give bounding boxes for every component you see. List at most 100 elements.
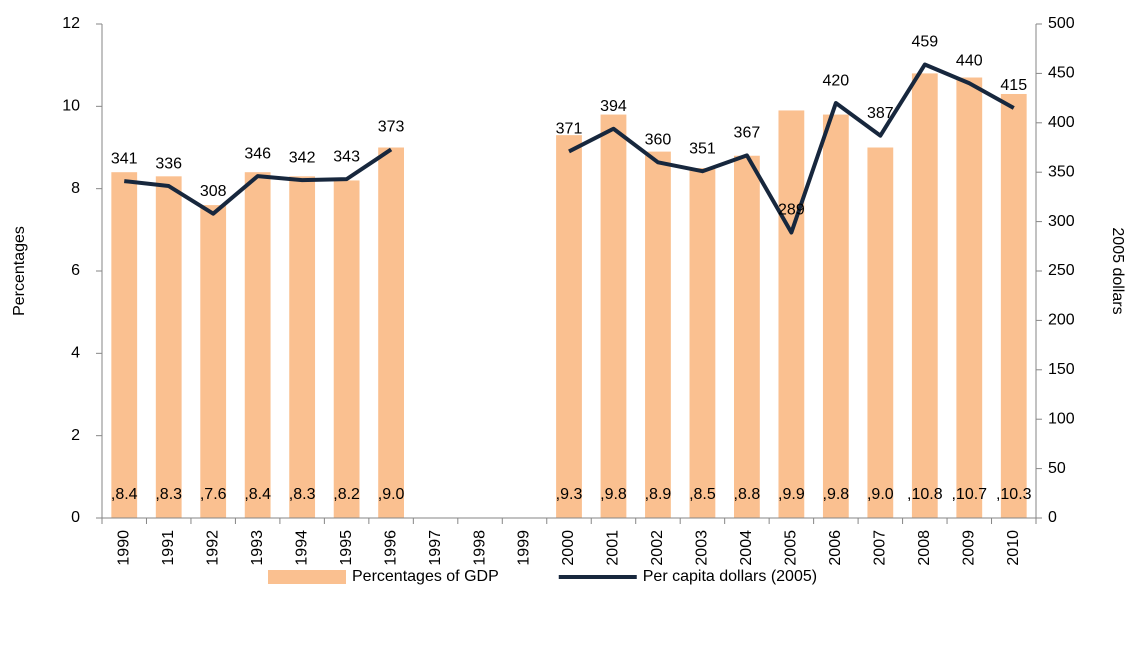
y2-tick-label: 500 [1048, 15, 1075, 32]
bar [645, 151, 671, 518]
x-tick-label: 2007 [872, 530, 889, 566]
y-tick-label: 4 [71, 345, 80, 362]
x-tick-label: 1994 [293, 530, 310, 566]
x-tick-label: 1990 [115, 530, 132, 566]
y2-tick-label: 450 [1048, 65, 1075, 82]
bar-value-label: ,9.0 [378, 486, 405, 503]
line-value-label: 371 [556, 121, 583, 138]
y-tick-label: 6 [71, 262, 80, 279]
bar [333, 180, 360, 518]
x-tick-label: 1993 [249, 530, 266, 566]
line-value-label: 341 [111, 150, 138, 167]
x-tick-label: 1995 [338, 530, 355, 566]
bar [244, 172, 271, 518]
bar-value-label: ,8.9 [645, 486, 672, 503]
x-tick-label: 1992 [204, 530, 221, 566]
line-value-label: 351 [689, 140, 716, 157]
x-tick-label: 2008 [916, 530, 933, 566]
y2-axis-title: 2005 dollars [1109, 227, 1126, 314]
line-value-label: 289 [778, 202, 805, 219]
y2-tick-label: 300 [1048, 213, 1075, 230]
line-value-label: 343 [333, 148, 360, 165]
bar-value-label: ,8.2 [333, 486, 360, 503]
line-value-label: 367 [734, 125, 761, 142]
bar [1000, 93, 1027, 518]
y-tick-label: 12 [62, 15, 80, 32]
bar [867, 147, 894, 518]
line-value-label: 440 [956, 52, 983, 69]
bar [556, 135, 582, 518]
bar [689, 168, 716, 519]
line [124, 62, 1015, 235]
x-tick-label: 1999 [516, 530, 533, 566]
bar [155, 176, 182, 519]
line-value-label: 420 [823, 72, 850, 89]
y-axis-title: Percentages [11, 226, 28, 316]
x-tick-label: 2004 [738, 530, 755, 566]
x-tick-label: 2003 [694, 530, 711, 566]
y2-tick-label: 50 [1048, 460, 1066, 477]
x-tick-label: 2009 [961, 530, 978, 566]
x-tick-label: 2001 [605, 530, 622, 566]
y2-tick-label: 250 [1048, 262, 1075, 279]
bar-value-label: ,7.6 [200, 486, 227, 503]
bar [778, 110, 805, 518]
bar [289, 176, 316, 519]
bar-value-label: ,8.5 [689, 486, 716, 503]
x-tick-label: 1998 [471, 530, 488, 566]
y2-tick-label: 400 [1048, 114, 1075, 131]
bar-value-label: ,8.3 [289, 486, 316, 503]
bar-value-label: ,10.3 [996, 486, 1032, 503]
bar-value-label: ,8.4 [244, 486, 271, 503]
x-tick-label: 2000 [560, 530, 577, 566]
y2-tick-label: 150 [1048, 361, 1075, 378]
y-tick-label: 0 [71, 509, 80, 526]
legend-label: Per capita dollars (2005) [643, 568, 817, 585]
bar-value-label: ,9.9 [778, 486, 805, 503]
bar-value-label: ,10.7 [951, 486, 987, 503]
bar [822, 114, 849, 519]
line-value-label: 373 [378, 119, 405, 136]
x-tick-label: 2005 [783, 530, 800, 566]
bar [111, 172, 138, 518]
legend-swatch [268, 570, 346, 584]
bar [734, 155, 760, 518]
bar-value-label: ,10.8 [907, 486, 943, 503]
line-value-label: 342 [289, 149, 316, 166]
line-value-label: 394 [600, 98, 627, 115]
bar [200, 205, 227, 518]
y-tick-label: 8 [71, 180, 80, 197]
y2-tick-label: 100 [1048, 410, 1075, 427]
x-tick-label: 2006 [827, 530, 844, 566]
bar [911, 73, 938, 519]
y2-tick-label: 350 [1048, 163, 1075, 180]
line-value-label: 308 [200, 183, 227, 200]
bar-value-label: ,8.4 [111, 486, 138, 503]
y2-tick-label: 200 [1048, 312, 1075, 329]
line-value-label: 336 [155, 155, 182, 172]
line-value-label: 415 [1000, 77, 1027, 94]
x-tick-label: 2010 [1005, 530, 1022, 566]
bar-value-label: ,8.8 [734, 486, 761, 503]
legend-label: Percentages of GDP [352, 568, 499, 585]
line-value-label: 387 [867, 105, 894, 122]
y-tick-label: 2 [71, 427, 80, 444]
bar [600, 114, 627, 519]
line-value-label: 346 [244, 145, 271, 162]
line-value-label: 459 [911, 34, 938, 51]
x-tick-label: 1991 [160, 530, 177, 566]
bar-value-label: ,8.3 [155, 486, 182, 503]
bar-value-label: ,9.8 [823, 486, 850, 503]
x-tick-label: 2002 [649, 530, 666, 566]
bar-value-label: ,9.8 [600, 486, 627, 503]
y-tick-label: 10 [62, 98, 80, 115]
y2-tick-label: 0 [1048, 509, 1057, 526]
bar [378, 147, 404, 518]
x-tick-label: 1997 [427, 530, 444, 566]
bar-value-label: ,9.3 [556, 486, 583, 503]
x-tick-label: 1996 [382, 530, 399, 566]
bar-value-label: ,9.0 [867, 486, 894, 503]
line-value-label: 360 [645, 132, 672, 149]
bar [956, 77, 983, 519]
